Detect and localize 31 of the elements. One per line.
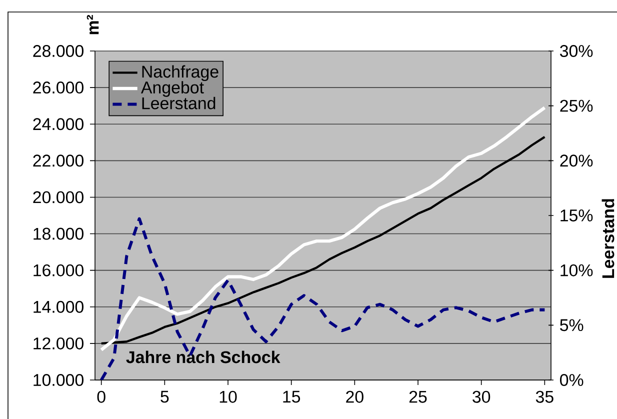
x-tick-label: 0 [97,390,106,403]
y-axis-title: m² [86,14,99,34]
x-tick-label: 5 [160,390,169,403]
x-tick-label: 25 [409,390,427,403]
y2-tick-label: 10% [560,264,593,276]
y-tick-label: 24.000 [33,118,84,130]
y-tick-label: 12.000 [34,337,84,350]
y2-axis-title: Leerstand [602,199,614,278]
x-tick-label: 10 [220,390,237,403]
x-axis-title: Jahre nach Schock [126,350,280,364]
y2-tick-label: 15% [560,210,593,222]
legend-label: Angebot [140,81,204,97]
y-tick-label: 22.000 [33,154,84,167]
x-tick-label: 30 [472,390,490,403]
y-tick-label: 18.000 [34,228,84,240]
y-tick-label: 26.000 [33,82,84,94]
legend-label: Nachfrage [142,65,218,82]
y2-tick-label: 5% [560,319,584,332]
y2-tick-label: 30% [560,45,593,57]
legend-label: Leerstand [142,96,216,110]
y2-tick-label: 20% [560,154,593,167]
y-tick-label: 14.000 [34,300,84,313]
y2-tick-label: 25% [560,100,593,112]
y-tick-label: 10.000 [34,374,84,386]
y2-tick-label: 0% [560,374,584,386]
y-tick-label: 28.000 [33,45,84,57]
x-tick-label: 15 [283,390,300,403]
y-tick-label: 16.000 [34,264,84,276]
y-tick-label: 20.000 [33,191,84,204]
x-tick-label: 35 [536,390,554,403]
x-tick-label: 20 [346,390,364,403]
